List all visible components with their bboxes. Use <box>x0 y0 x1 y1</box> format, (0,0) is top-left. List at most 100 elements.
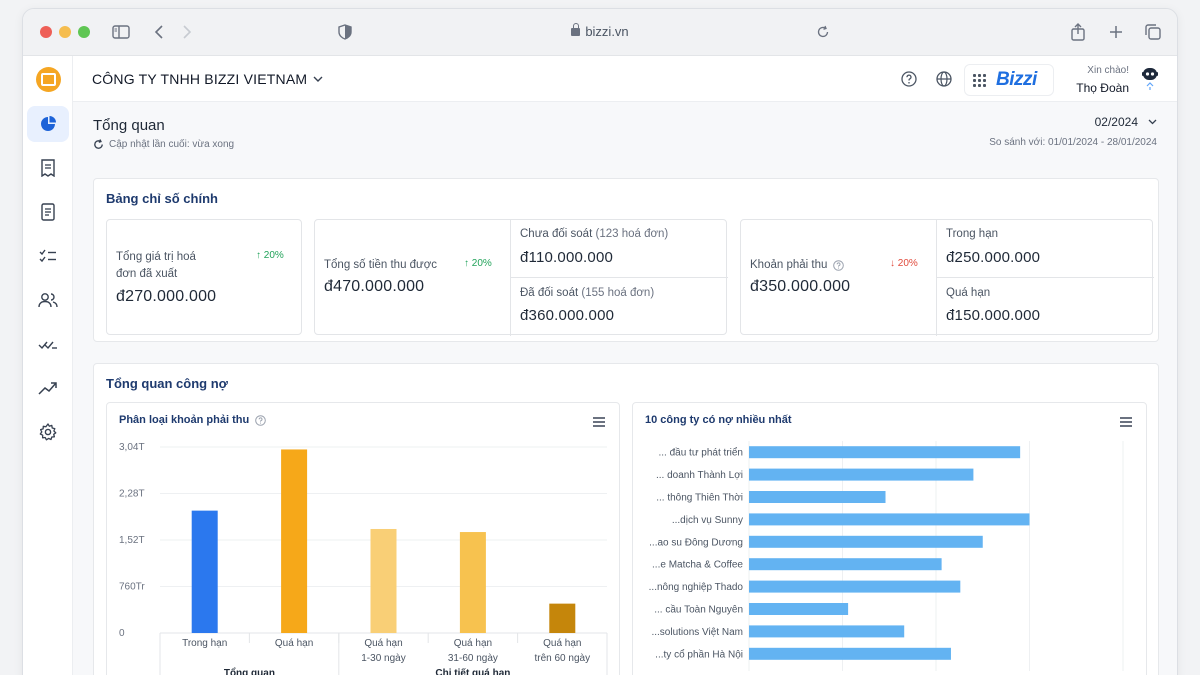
assistant-bot-icon[interactable] <box>1141 66 1159 92</box>
app-logo[interactable] <box>36 67 61 92</box>
chart-bar <box>749 491 886 503</box>
period-selector[interactable]: 02/2024 <box>1095 115 1157 129</box>
kpi-label-line: đơn đã xuất <box>116 268 178 280</box>
kpi-sub-label: Đã đối soát (155 hoá đơn) <box>520 285 654 302</box>
trend-up-badge: ↑ 20% <box>256 250 284 261</box>
y-category-label: ...solutions Việt Nam <box>651 627 743 638</box>
back-arrow-icon[interactable] <box>149 22 169 42</box>
kpi-sub-value: đ250.000.000 <box>946 249 1041 266</box>
chart-bar <box>281 449 308 633</box>
sidebar-item-settings[interactable] <box>27 414 69 450</box>
y-category-label: ... doanh Thành Lợi <box>656 470 743 481</box>
x-category-sublabel: trên 60 ngày <box>534 653 590 664</box>
kpi-label: Tổng giá trị hoá đơn đã xuất <box>116 249 196 283</box>
brand-logo: Bizzi <box>996 69 1037 90</box>
chevron-down-icon <box>1148 119 1157 125</box>
minimize-window-button[interactable] <box>59 26 71 38</box>
privacy-shield-icon[interactable] <box>335 22 355 42</box>
browser-window: bizzi.vn <box>22 8 1178 675</box>
kpi-label: Khoản phải thu <box>750 257 845 274</box>
user-greeting[interactable]: Xin chào! Thọ Đoàn <box>1076 65 1129 95</box>
greeting-text: Xin chào! <box>1087 65 1129 76</box>
chart-bar <box>191 510 218 633</box>
x-category-label: Quá hạn <box>275 638 313 649</box>
chart-menu-icon[interactable] <box>1120 417 1132 429</box>
chart-menu-icon[interactable] <box>593 417 605 429</box>
share-icon[interactable] <box>1068 22 1088 42</box>
kpi-collected-card: Tổng số tiền thu được ↑ 20% đ470.000.000… <box>314 219 728 336</box>
divider <box>510 277 728 278</box>
users-icon <box>38 293 58 308</box>
help-icon[interactable] <box>255 414 266 426</box>
y-category-label: ... thông Thiên Thời <box>656 493 743 504</box>
maximize-window-button[interactable] <box>78 26 90 38</box>
chart-bar <box>749 513 1030 526</box>
chevron-down-icon <box>313 76 323 82</box>
kpi-sub-label: Trong hạn <box>946 228 998 240</box>
chart-canvas: 0 760Tr 1,52T 2,28T 3,04T Trong hạn Quá hạn Quá… <box>119 442 608 675</box>
y-category-label: ...e Matcha & Coffee <box>652 560 743 571</box>
kpi-sub-value: đ360.000.000 <box>520 307 615 324</box>
help-icon[interactable] <box>899 69 919 89</box>
kpi-section: Bảng chỉ số chính Tổng giá trị hoá đơn đ… <box>93 178 1159 342</box>
y-tick-label: 2,28T <box>119 489 145 500</box>
kpi-sub-label: Quá hạn <box>946 287 991 299</box>
reconcile-icon <box>38 341 57 350</box>
company-selector[interactable]: CÔNG TY TNHH BIZZI VIETNAM <box>92 71 323 87</box>
sidebar-item-dashboard[interactable] <box>27 106 69 142</box>
checklist-icon <box>39 249 56 263</box>
sidebar-item-reports[interactable] <box>27 370 69 406</box>
new-tab-icon[interactable] <box>1106 22 1126 42</box>
period-value: 02/2024 <box>1094 115 1138 129</box>
sidebar-item-customers[interactable] <box>27 282 69 318</box>
y-tick-label: 3,04T <box>119 442 145 453</box>
sidebar-item-invoices[interactable] <box>27 150 69 186</box>
close-window-button[interactable] <box>40 26 52 38</box>
language-globe-icon[interactable] <box>934 69 954 89</box>
reload-icon[interactable] <box>813 22 833 42</box>
chart-bar <box>749 468 974 481</box>
x-category-label: Quá hạn <box>543 638 581 649</box>
kpi-section-title: Bảng chỉ số chính <box>106 191 218 206</box>
y-tick-label: 1,52T <box>119 535 145 546</box>
kpi-sub-value: đ150.000.000 <box>946 307 1041 324</box>
sidebar-toggle-icon[interactable] <box>111 22 131 42</box>
y-category-label: ... đầu tư phát triển <box>658 447 743 459</box>
chart-bar <box>749 558 942 571</box>
last-updated[interactable]: Cập nhật lần cuối: vừa xong <box>93 139 234 150</box>
settings-icon <box>39 423 57 441</box>
app-header: CÔNG TY TNHH BIZZI VIETNAM Bizzi Xin chà… <box>73 56 1177 102</box>
chart-bar <box>370 528 397 633</box>
kpi-label-line: Tổng giá trị hoá <box>116 251 196 263</box>
x-group-label: Tổng quan <box>224 667 275 675</box>
chart-bar <box>459 532 486 633</box>
sidebar-item-documents[interactable] <box>27 194 69 230</box>
chart-bar <box>749 625 905 638</box>
chart-bar <box>749 446 1021 459</box>
app-switcher[interactable]: Bizzi <box>964 64 1054 96</box>
kpi-receivable-card: Khoản phải thu ↓ 20% đ350.000.000 Trong … <box>740 219 1154 336</box>
help-icon[interactable] <box>833 260 845 271</box>
x-category-label: Quá hạn <box>364 638 402 649</box>
tab-overview-icon[interactable] <box>1143 22 1163 42</box>
lock-icon <box>571 23 581 36</box>
kpi-sub-value: đ110.000.000 <box>520 249 614 266</box>
debt-section-title: Tổng quan công nợ <box>106 376 228 391</box>
y-category-label: ...dịch vụ Sunny <box>672 515 743 526</box>
document-icon <box>41 203 55 221</box>
divider <box>936 277 1154 278</box>
chart-title-text: 10 công ty có nợ nhiều nhất <box>645 414 792 426</box>
trend-icon <box>38 382 57 395</box>
address-bar-url: bizzi.vn <box>585 24 629 39</box>
y-tick-label: 0 <box>119 628 125 639</box>
kpi-value: đ470.000.000 <box>324 278 425 295</box>
chart-title: Phân loại khoản phải thu <box>119 414 266 426</box>
sidebar-item-reconcile[interactable] <box>27 326 69 362</box>
sidebar-item-tasks[interactable] <box>27 238 69 274</box>
debt-overview-section: Tổng quan công nợ Phân loại khoản phải t… <box>93 363 1159 675</box>
refresh-icon[interactable] <box>93 139 104 150</box>
app-grid-icon <box>973 73 986 87</box>
address-bar[interactable]: bizzi.vn <box>23 23 1177 39</box>
page-title: Tổng quan <box>93 117 165 134</box>
forward-arrow-icon[interactable] <box>177 22 197 42</box>
